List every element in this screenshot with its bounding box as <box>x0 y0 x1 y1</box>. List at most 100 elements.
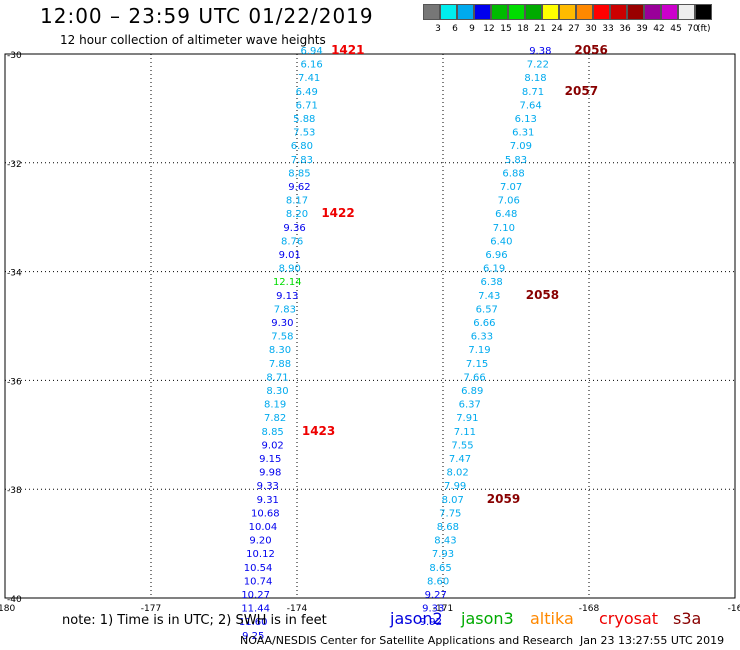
wave-height-label: 6.49 <box>296 87 318 98</box>
y-tick-label: -40 <box>7 595 22 605</box>
x-tick-label: -174 <box>287 604 308 614</box>
wave-height-label: 6.38 <box>481 277 503 288</box>
wave-height-label: 8.30 <box>269 345 291 356</box>
wave-height-label: 5.88 <box>293 114 315 125</box>
wave-height-label: 6.31 <box>512 128 534 139</box>
wave-height-label: 6.57 <box>476 304 498 315</box>
wave-height-label: 9.33 <box>422 604 444 615</box>
wave-height-label: 9.33 <box>257 481 279 492</box>
wave-height-label: 6.16 <box>300 60 322 71</box>
scale-label: 21 <box>534 24 546 34</box>
wave-height-label: 9.36 <box>283 223 305 234</box>
wave-height-label: 9.98 <box>259 468 281 479</box>
scale-swatch <box>644 4 661 20</box>
wave-height-label: 9.31 <box>257 495 279 506</box>
wave-height-label: 7.15 <box>466 359 488 370</box>
pass-time-label: 2058 <box>526 288 559 302</box>
x-tick-label: -171 <box>433 604 453 614</box>
scale-label: 42 <box>653 24 665 34</box>
wave-height-label: 7.75 <box>439 508 461 519</box>
scale-swatch <box>559 4 576 20</box>
wave-height-label: 9.38 <box>529 46 551 57</box>
scale-label: 45 <box>670 24 682 34</box>
scale-label: 24 <box>551 24 563 34</box>
wave-height-label: 10.74 <box>244 576 273 587</box>
wave-height-label: 7.88 <box>269 359 291 370</box>
scale-label: 70 <box>687 24 699 34</box>
y-tick-label: -34 <box>7 269 22 279</box>
wave-height-label: 8.02 <box>446 468 468 479</box>
wave-height-label: 7.55 <box>451 440 473 451</box>
wave-height-label: 6.40 <box>490 236 512 247</box>
wave-height-label: 10.04 <box>249 522 278 533</box>
scale-swatch <box>627 4 644 20</box>
wave-height-label: 7.06 <box>498 196 520 207</box>
legend-s3a: s3a <box>673 609 702 628</box>
wave-height-label: 8.85 <box>288 168 310 179</box>
wave-height-label: 10.27 <box>241 590 270 601</box>
wave-height-label: 8.68 <box>437 522 459 533</box>
wave-height-label: 7.41 <box>298 73 320 84</box>
scale-swatch <box>610 4 627 20</box>
wave-height-label: 9.30 <box>271 318 293 329</box>
scale-label: 33 <box>602 24 614 34</box>
legend-altika: altika <box>530 609 574 628</box>
wave-height-label: 7.53 <box>293 128 315 139</box>
wave-height-label: 8.71 <box>522 87 544 98</box>
wave-height-label: 9.92 <box>420 617 442 628</box>
scale-label: 15 <box>500 24 512 34</box>
wave-height-label: 8.60 <box>427 576 449 587</box>
x-tick-label: -177 <box>141 604 161 614</box>
scale-unit: (ft) <box>697 24 711 34</box>
scale-swatch <box>542 4 559 20</box>
footer-note: note: 1) Time is in UTC; 2) SWH is in fe… <box>62 613 327 628</box>
scale-swatch <box>525 4 542 20</box>
wave-height-label: 7.93 <box>432 549 454 560</box>
wave-height-label: 6.33 <box>471 332 493 343</box>
scale-swatch <box>661 4 678 20</box>
wave-height-label: 6.37 <box>459 400 481 411</box>
wave-height-label: 10.12 <box>246 549 275 560</box>
wave-height-label: 7.83 <box>291 155 313 166</box>
wave-height-label: 7.22 <box>527 60 549 71</box>
y-tick-label: -32 <box>7 160 22 170</box>
wave-height-label: 8.76 <box>281 236 303 247</box>
pass-time-label: 1421 <box>331 43 364 57</box>
wave-height-label: 6.96 <box>485 250 507 261</box>
x-tick-label: -168 <box>579 604 600 614</box>
y-tick-label: -38 <box>7 486 22 496</box>
wave-height-label: 8.30 <box>266 386 288 397</box>
page-subtitle: 12 hour collection of altimeter wave hei… <box>60 33 326 47</box>
wave-height-label: 9.01 <box>279 250 301 261</box>
wave-height-label: 8.43 <box>434 536 456 547</box>
wave-height-label: 9.20 <box>249 536 271 547</box>
wave-height-label: 6.66 <box>473 318 495 329</box>
wave-height-label: 11.44 <box>241 604 270 615</box>
scale-label: 39 <box>636 24 648 34</box>
wave-height-label: 8.65 <box>429 563 451 574</box>
wave-height-label: 6.88 <box>502 168 524 179</box>
legend-jason2: jason2 <box>390 609 443 628</box>
credit-line: NOAA/NESDIS Center for Satellite Applica… <box>240 634 574 647</box>
wave-height-label: 9.62 <box>288 182 310 193</box>
wave-height-label: 7.47 <box>449 454 471 465</box>
wave-height-label: 12.14 <box>273 277 302 288</box>
wave-height-label: 6.19 <box>483 264 505 275</box>
x-tick-label: -180 <box>0 604 15 614</box>
scale-label: 36 <box>619 24 631 34</box>
wave-height-label: 11.60 <box>239 617 268 628</box>
wave-height-label: 7.43 <box>478 291 500 302</box>
wave-height-label: 8.85 <box>262 427 284 438</box>
scale-swatch <box>678 4 695 20</box>
wave-height-label: 9.25 <box>242 631 264 642</box>
wave-height-label: 10.54 <box>244 563 273 574</box>
wave-height-label: 10.68 <box>251 508 280 519</box>
pass-time-label: 2056 <box>574 43 607 57</box>
pass-time-label: 1423 <box>302 424 335 438</box>
wave-height-label: 8.18 <box>524 73 546 84</box>
scale-label: 6 <box>452 24 458 34</box>
wave-height-label: 8.17 <box>286 196 308 207</box>
scale-label: 27 <box>568 24 580 34</box>
scale-swatch <box>695 4 712 20</box>
